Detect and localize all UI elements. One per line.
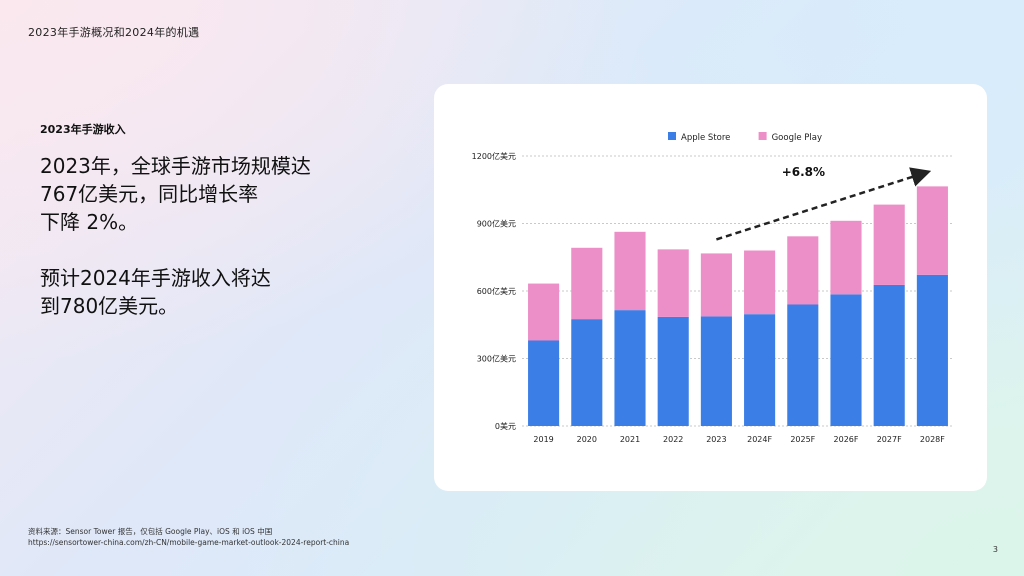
bar-segment-google-play — [873, 204, 905, 285]
bar-segment-google-play — [787, 236, 819, 305]
x-tick-label: 2027F — [877, 435, 902, 444]
bar-segment-apple-store — [657, 316, 689, 426]
y-tick-label: 600亿美元 — [477, 286, 516, 296]
headline-text: 2023年，全球手游市场规模达 767亿美元，同比增长率 下降 2%。 预计20… — [40, 152, 380, 320]
bar-segment-apple-store — [700, 316, 732, 426]
legend-swatch-google-play — [758, 132, 767, 140]
revenue-bar-chart: 0美元 300亿美元 600亿美元 900亿美元 1200亿美元 2019 2020 2021… — [472, 132, 954, 444]
headline-line: 下降 2%。 — [40, 210, 139, 234]
page-header-title: 2023年手游概况和2024年的机遇 — [28, 26, 200, 39]
source-link[interactable]: https://sensortower-china.com/zh-CN/mobi… — [28, 538, 350, 547]
bar-segment-apple-store — [916, 274, 948, 426]
page-number: 3 — [992, 545, 998, 554]
x-tick-label: 2025F — [790, 435, 815, 444]
growth-arrow — [716, 167, 932, 241]
bar-segment-apple-store — [614, 310, 646, 426]
headline-line: 预计2024年手游收入将达 — [40, 266, 271, 290]
x-tick-label: 2019 — [533, 435, 553, 444]
bar-segment-apple-store — [528, 340, 560, 426]
bar-segment-google-play — [657, 249, 689, 317]
bar-segment-apple-store — [787, 304, 819, 426]
bar-segment-google-play — [830, 220, 862, 295]
bar-segment-apple-store — [571, 319, 603, 426]
y-tick-label: 1200亿美元 — [472, 151, 516, 161]
headline-line: 767亿美元，同比增长率 — [40, 182, 259, 206]
bar-segment-google-play — [614, 231, 646, 311]
x-tick-label: 2020 — [577, 435, 597, 444]
y-tick-label: 900亿美元 — [477, 219, 516, 229]
y-tick-label: 300亿美元 — [477, 354, 516, 364]
headline-line: 2023年，全球手游市场规模达 — [40, 154, 311, 178]
x-tick-label: 2028F — [920, 435, 945, 444]
x-tick-label: 2026F — [834, 435, 859, 444]
bar-segment-google-play — [700, 253, 732, 317]
x-tick-label: 2022 — [663, 435, 683, 444]
bar-segment-apple-store — [873, 284, 905, 426]
legend-swatch-apple-store — [668, 132, 676, 140]
section-label: 2023年手游收入 — [40, 123, 126, 136]
legend-label-apple-store: Apple Store — [681, 133, 730, 143]
y-tick-label: 0美元 — [495, 421, 516, 431]
x-tick-label: 2024F — [747, 435, 772, 444]
legend-label-google-play: Google Play — [772, 133, 822, 143]
source-note: 资料来源：Sensor Tower 报告，仅包括 Google Play、iOS… — [28, 526, 349, 548]
bar-segment-apple-store — [744, 314, 776, 426]
x-tick-label: 2023 — [706, 435, 726, 444]
headline-spacer — [40, 236, 380, 264]
bar-segment-google-play — [571, 247, 603, 320]
x-tick-label: 2021 — [620, 435, 640, 444]
headline-line: 到780亿美元。 — [40, 294, 179, 318]
source-text: 资料来源：Sensor Tower 报告，仅包括 Google Play、iOS… — [28, 527, 273, 536]
bar-segment-google-play — [916, 186, 948, 275]
bar-segment-apple-store — [830, 294, 862, 426]
chart-card: 0美元 300亿美元 600亿美元 900亿美元 1200亿美元 2019 2020 2021… — [434, 84, 987, 491]
growth-annotation-label: +6.8% — [782, 165, 825, 179]
bar-segment-google-play — [528, 283, 560, 341]
bar-segment-google-play — [744, 250, 776, 315]
